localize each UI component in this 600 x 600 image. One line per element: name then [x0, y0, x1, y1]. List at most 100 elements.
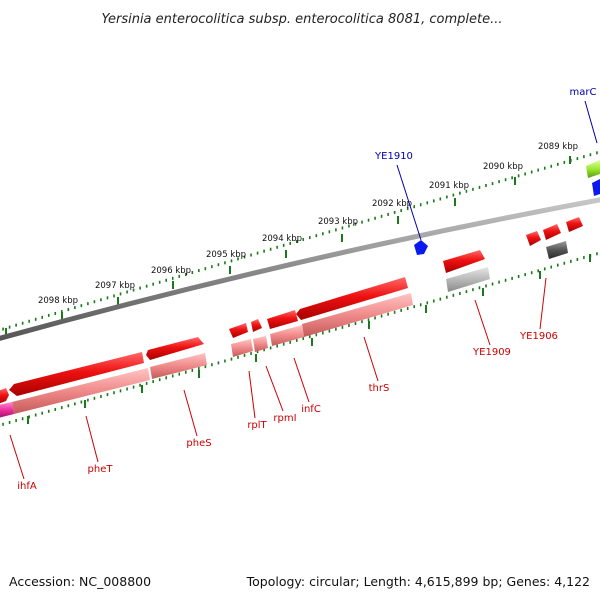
ruler-dot: [184, 272, 187, 276]
ruler-dot: [485, 183, 487, 187]
cds-thrS: [302, 293, 413, 337]
ruler-dot: [165, 278, 168, 282]
ruler-dot: [302, 238, 305, 242]
ruler-dot: [87, 302, 89, 306]
inner-dot: [171, 374, 174, 378]
ruler-dot: [400, 209, 402, 213]
ruler-dot: [217, 263, 220, 267]
inner-major-tick: [425, 305, 427, 313]
inner-dot: [21, 417, 24, 421]
ruler-major-tick: [569, 156, 571, 164]
ruler-major-tick: [61, 312, 63, 320]
inner-dot: [158, 378, 161, 382]
ruler-dot: [15, 323, 17, 327]
gene-label-ihfa[interactable]: ihfA: [17, 481, 37, 492]
ruler-dot: [132, 288, 135, 292]
ruler-major-tick: [454, 198, 456, 206]
inner-dot: [276, 344, 278, 348]
ruler-major-tick: [341, 234, 343, 242]
gene-label-infc[interactable]: infC: [301, 404, 321, 415]
inner-dot: [211, 363, 213, 367]
ruler-dot: [387, 212, 389, 216]
ruler-dot: [282, 243, 285, 247]
gene-label-ye1909[interactable]: YE1909: [472, 347, 511, 358]
gene-label-ye1910[interactable]: YE1910: [374, 151, 413, 162]
inner-dot: [263, 348, 265, 352]
inner-dot: [511, 276, 513, 280]
ruler-dot: [263, 249, 265, 253]
ruler-dot: [459, 191, 461, 195]
ruler-dot: [41, 315, 44, 319]
inner-major-tick: [84, 400, 86, 408]
gene-label-ye1906[interactable]: YE1906: [519, 331, 558, 342]
ruler-dot: [583, 155, 585, 159]
inner-dot: [302, 337, 305, 341]
inner-dot: [184, 370, 187, 374]
gene-feature-YE1909: [443, 250, 485, 273]
ruler-dot: [276, 245, 278, 249]
ruler-dot: [550, 164, 553, 168]
ruler-dot: [504, 178, 507, 182]
ruler-dot: [315, 234, 318, 238]
inner-dot: [322, 331, 324, 335]
feature-marC-green: [586, 160, 600, 178]
inner-dot: [315, 333, 318, 337]
inner-dot: [387, 312, 389, 316]
ruler-dot: [589, 153, 592, 157]
ruler-dot: [472, 187, 474, 191]
ruler-major-tick: [514, 177, 516, 185]
inner-dot: [165, 376, 168, 380]
ruler-dot: [308, 236, 311, 240]
ruler-dot: [47, 313, 50, 317]
inner-dot: [47, 409, 50, 413]
ruler-dot: [100, 298, 102, 302]
leader-line: [396, 164, 422, 241]
ruler-major-tick: [397, 216, 399, 224]
gene-label-thrs[interactable]: thrS: [369, 383, 390, 394]
inner-dot: [87, 398, 89, 402]
inner-dot: [556, 263, 559, 267]
inner-dot: [308, 335, 311, 339]
inner-dot: [472, 288, 474, 292]
inner-dot: [459, 291, 461, 295]
inner-dot: [550, 265, 553, 269]
gene-label-marc[interactable]: marC: [570, 87, 597, 98]
inner-dot: [563, 261, 566, 265]
ruler-major-tick: [285, 250, 287, 258]
ruler-dot: [28, 319, 30, 323]
ruler-dot: [563, 160, 566, 164]
gene-label-rplt[interactable]: rplT: [247, 420, 267, 431]
feature-blue-YE1910: [414, 240, 428, 255]
ruler-dot: [452, 193, 455, 197]
gene-label-rpmi[interactable]: rpmI: [273, 413, 296, 424]
inner-dot: [361, 320, 363, 324]
gene-feature-rplT: [229, 323, 248, 338]
ruler-tick-label: 2097 kbp: [95, 281, 135, 291]
inner-dot: [367, 318, 370, 322]
ruler-dot: [230, 259, 233, 263]
gene-feature-far-left: [0, 388, 9, 404]
inner-dot: [341, 325, 344, 329]
ruler-dot: [419, 203, 422, 207]
inner-dot: [2, 422, 4, 426]
gene-label-phes[interactable]: pheS: [186, 438, 211, 449]
ruler-dot: [269, 247, 272, 251]
inner-dot: [465, 290, 468, 294]
ruler-dot: [465, 189, 468, 193]
gene-features: [0, 160, 600, 418]
ruler-dot: [191, 271, 194, 275]
ruler-dot: [34, 317, 37, 321]
gene-label-phet[interactable]: pheT: [88, 464, 114, 475]
gene-feature-pheT: [9, 352, 144, 396]
ruler-dot: [576, 157, 579, 161]
ruler-tick-label: 2090 kbp: [483, 162, 523, 172]
inner-dot: [178, 372, 181, 376]
ruler-dot: [354, 222, 357, 226]
ruler-dot: [511, 176, 513, 180]
inner-dot: [41, 411, 44, 415]
leader-line: [539, 277, 547, 330]
ruler-dot: [341, 226, 344, 230]
inner-dot: [145, 381, 148, 385]
inner-dot: [60, 406, 63, 410]
